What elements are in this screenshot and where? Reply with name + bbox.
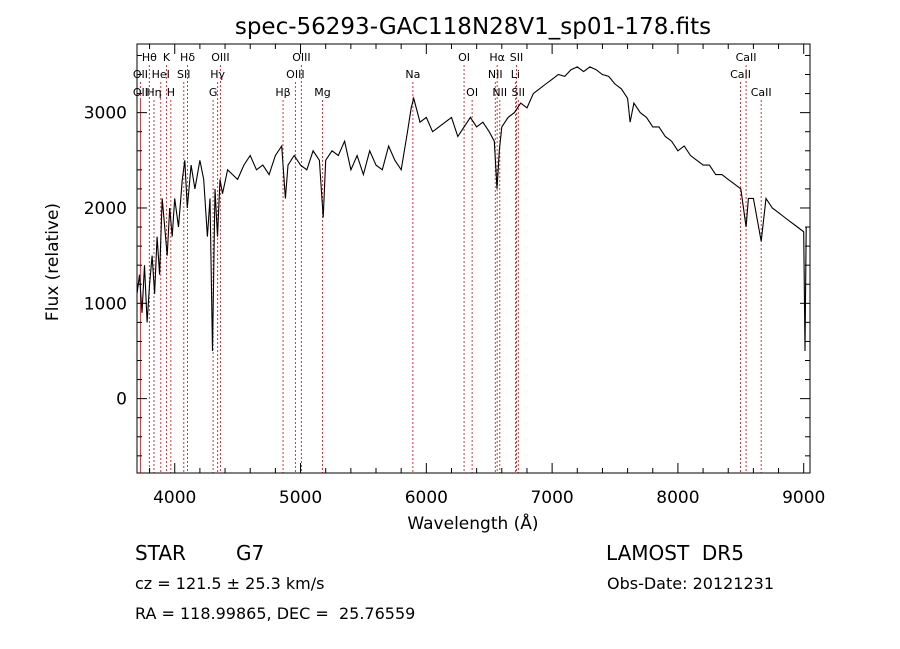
- y-axis-label: Flux (relative): [43, 203, 63, 321]
- line-label: K: [163, 51, 171, 64]
- y-axis: 0 1000 2000 3000: [84, 54, 810, 457]
- line-label: Hη: [146, 86, 161, 99]
- plot-frame: [136, 43, 811, 474]
- x-axis: 4000 5000 6000 7000 8000 9000: [149, 44, 825, 508]
- x-tick-label: 9000: [782, 488, 825, 508]
- chart-title: spec-56293-GAC118N28V1_sp01-178.fits: [235, 14, 711, 40]
- y-tick-label: 2000: [84, 199, 127, 219]
- emission-line-markers: [139, 65, 762, 473]
- x-tick-label: 4000: [153, 488, 196, 508]
- redshift-text: cz = 121.5 ± 25.3 km/s: [135, 574, 325, 593]
- line-label: NII: [492, 86, 507, 99]
- line-label: Na: [405, 68, 420, 81]
- coordinates-text: RA = 118.99865, DEC = 25.76559: [135, 604, 416, 623]
- x-tick-label: 5000: [279, 488, 322, 508]
- line-label: Li: [511, 68, 520, 81]
- y-tick-label: 3000: [84, 104, 127, 124]
- x-tick-label: 8000: [656, 488, 699, 508]
- line-label: SII: [177, 68, 190, 81]
- line-label: CaII: [751, 86, 772, 99]
- line-label: CaII: [736, 51, 757, 64]
- line-label: Hδ: [180, 51, 195, 64]
- line-label: SII: [512, 86, 525, 99]
- spectrum-line: [136, 66, 807, 352]
- line-label: HeI: [152, 68, 170, 81]
- line-label: Hγ: [210, 68, 225, 81]
- line-label: Mg: [314, 86, 330, 99]
- y-tick-label: 0: [116, 390, 127, 410]
- line-label: OIII: [286, 68, 304, 81]
- survey-label: LAMOST DR5: [606, 541, 744, 565]
- observation-date: Obs-Date: 20121231: [607, 574, 775, 593]
- object-subclass: G7: [236, 541, 265, 565]
- x-tick-label: 6000: [405, 488, 448, 508]
- x-axis-label: Wavelength (Å): [407, 512, 538, 534]
- line-label: G: [209, 86, 218, 99]
- line-label: Hα: [489, 51, 505, 64]
- line-label: Hθ: [142, 51, 157, 64]
- line-label: CaII: [730, 68, 751, 81]
- line-label: Hβ: [275, 86, 290, 99]
- x-tick-label: 7000: [530, 488, 573, 508]
- line-label: OIII: [292, 51, 310, 64]
- line-label: OI: [458, 51, 470, 64]
- line-label: H: [167, 86, 175, 99]
- y-tick-label: 1000: [84, 294, 127, 314]
- line-label: NII: [488, 68, 503, 81]
- line-label: SII: [510, 51, 523, 64]
- line-label: OI: [466, 86, 478, 99]
- line-label: OIII: [211, 51, 229, 64]
- object-class: STAR: [135, 541, 186, 565]
